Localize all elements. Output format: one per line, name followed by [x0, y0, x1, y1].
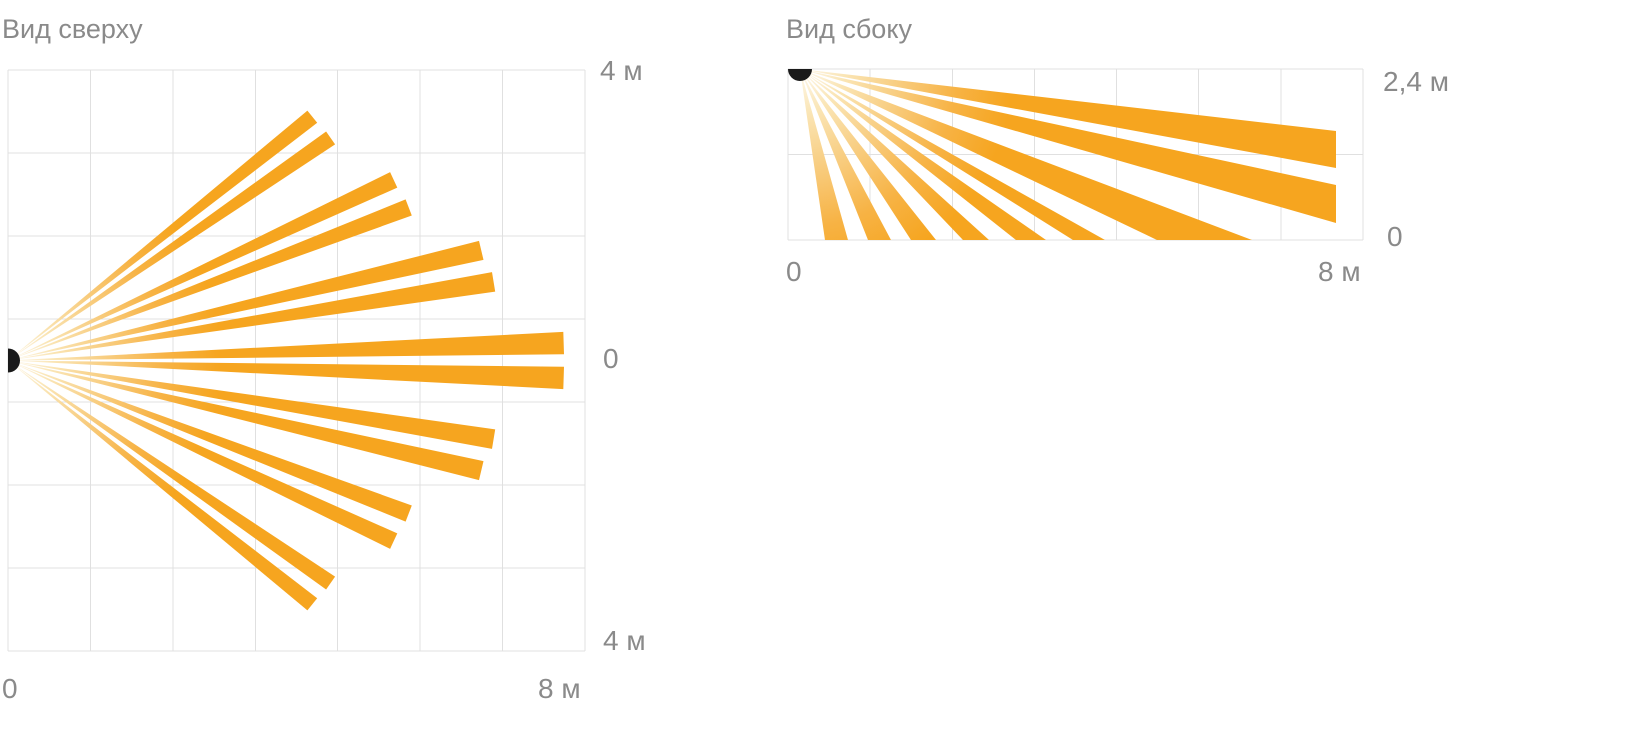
top-view-title: Вид сверху	[2, 14, 143, 44]
side-view-beam	[800, 69, 1252, 240]
side-view-beam	[800, 69, 936, 240]
top-view-beam	[8, 360, 398, 549]
top-view-beam	[8, 360, 484, 481]
top-view-beam	[8, 272, 496, 361]
top-view-beam	[8, 240, 484, 361]
top-view-beam	[8, 331, 564, 361]
side-view-beam	[800, 69, 848, 240]
top-view-beam	[8, 360, 318, 611]
top-view-beam	[8, 360, 564, 390]
side-view-beam	[800, 69, 989, 240]
top-view-beam	[8, 110, 318, 361]
side-view-beams	[800, 69, 1336, 240]
side-view-beam	[800, 69, 891, 240]
top-view-beams	[8, 110, 564, 611]
side-view-x-max-label: 8 м	[1318, 256, 1361, 287]
side-view-beam	[800, 69, 1336, 168]
side-view-x-zero-label: 0	[786, 256, 802, 287]
top-view-beam	[8, 199, 412, 361]
top-view-beam	[8, 131, 336, 361]
top-view-beam	[8, 360, 336, 590]
side-view-beam	[800, 69, 1336, 223]
side-view-title: Вид сбоку	[786, 14, 912, 44]
top-view-x-max-label: 8 м	[538, 673, 581, 704]
top-view-beam	[8, 360, 496, 449]
side-view-beam	[800, 69, 1105, 240]
top-view-sensor-icon	[8, 348, 20, 373]
top-view-y-max-label: 4 м	[600, 55, 643, 86]
top-view-x-zero-label: 0	[2, 673, 18, 704]
top-view-y-min-label: 4 м	[603, 625, 646, 656]
side-view-beam	[800, 69, 1046, 240]
side-view-y-zero-label: 0	[1387, 221, 1403, 252]
top-view-beam	[8, 172, 398, 361]
side-view-y-max-label: 2,4 м	[1383, 66, 1449, 97]
top-view-y-zero-label: 0	[603, 343, 619, 374]
side-view-sensor-icon	[788, 69, 812, 81]
top-view-beam	[8, 360, 412, 522]
